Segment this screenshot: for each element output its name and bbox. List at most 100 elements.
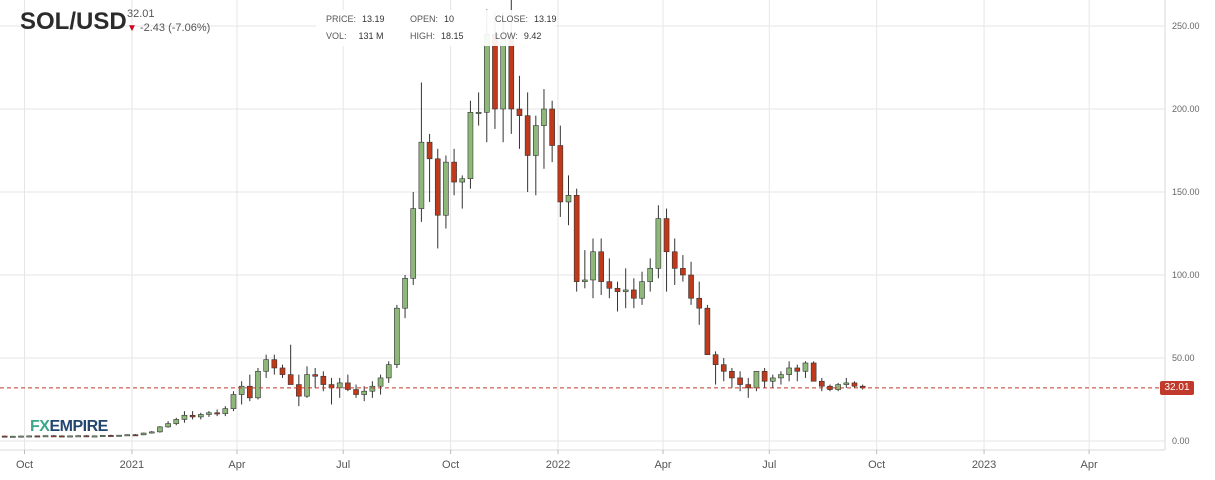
y-tick-label: 100.00 [1172, 270, 1200, 280]
price-value: 13.19 [362, 14, 385, 24]
candle [157, 426, 163, 433]
candle-body [443, 161, 449, 216]
candle [819, 377, 825, 392]
candle-body [680, 268, 686, 276]
y-tick-label: 200.00 [1172, 104, 1200, 114]
candle [720, 358, 727, 382]
x-tick-label: Oct [16, 459, 33, 471]
candle-body [712, 354, 719, 365]
candle [778, 371, 784, 385]
candle-body [345, 382, 351, 390]
candle-body [573, 195, 580, 282]
y-tick-label: 250.00 [1172, 21, 1200, 31]
candle [533, 115, 539, 196]
candle-body [729, 370, 735, 379]
candle-body [753, 370, 760, 389]
candle-body [287, 374, 294, 385]
candle-body [614, 287, 621, 292]
candle-body [410, 208, 417, 279]
candle [197, 412, 204, 420]
logo-part-fx: FX [30, 418, 50, 435]
candle-body [769, 377, 776, 382]
candle [345, 374, 351, 392]
ohlc-high: HIGH: 18.15 [410, 31, 464, 41]
candle [328, 377, 335, 405]
candle-body [59, 435, 65, 438]
candle-body [655, 218, 662, 269]
fxempire-logo: FXEMPIRE [30, 418, 108, 436]
candle [859, 384, 866, 390]
candle [688, 261, 694, 305]
candle-body [75, 435, 82, 438]
candle [230, 391, 237, 412]
candle-body [590, 251, 596, 281]
candle [704, 304, 711, 355]
candle-body [843, 382, 850, 385]
logo-part-empire: EMPIRE [49, 418, 108, 435]
candle-body [582, 279, 588, 282]
candle [565, 175, 572, 226]
candle-body [148, 431, 155, 434]
candle-body [851, 382, 858, 387]
candle [843, 377, 850, 388]
price-label: PRICE: [326, 14, 357, 24]
candle [10, 435, 16, 438]
candle-body [99, 435, 106, 437]
candle [124, 434, 131, 437]
candle-body [50, 435, 57, 438]
candle [671, 238, 678, 285]
candle [541, 89, 547, 169]
vol-value: 131 M [358, 31, 384, 41]
candle-body [312, 374, 318, 377]
candle-body [42, 435, 49, 438]
candle [189, 411, 196, 420]
candle [108, 434, 114, 437]
candle-body [132, 434, 139, 437]
candle [680, 255, 686, 282]
candle [802, 361, 809, 378]
y-axis: 0.00 50.00 100.00 150.00 200.00 250.00 [1172, 21, 1200, 446]
candle-body [451, 161, 457, 183]
candle [598, 238, 604, 295]
candle-body [377, 377, 384, 387]
chart-grid [0, 0, 1166, 451]
candle-body [631, 289, 637, 299]
ohlc-price: PRICE: 13.19 [326, 14, 385, 24]
candle-body [165, 423, 171, 428]
candle [549, 100, 555, 163]
candlesticks [1, 0, 866, 438]
candle [475, 92, 482, 126]
candle [116, 434, 122, 437]
x-axis: Oct 2021 Apr Jul Oct 2022 Apr Jul Oct 2023 Apr [16, 450, 1098, 471]
candle-body [810, 362, 817, 382]
candle-body [720, 364, 727, 372]
change-value: -2.43 (-7.06%) [139, 22, 211, 34]
candle-body [606, 281, 613, 289]
x-tick-label: 2022 [546, 459, 570, 471]
candle-body [761, 370, 768, 382]
candle-body [402, 278, 408, 309]
candle [451, 148, 457, 196]
candle-body [835, 384, 841, 390]
low-value: 9.42 [523, 31, 542, 41]
candle-body [426, 141, 433, 160]
candle-body [557, 145, 564, 203]
candle-body [802, 362, 809, 372]
candle-body [598, 251, 604, 282]
candle-body [794, 367, 801, 372]
candle [91, 435, 98, 438]
candle-body [786, 367, 792, 375]
candle-body [647, 268, 654, 282]
candle-body [296, 384, 302, 397]
ohlc-panel: PRICE: 13.19 OPEN: 10 CLOSE: 13.19 VOL: 131 … [316, 10, 557, 46]
candle [247, 374, 253, 402]
candle-body [508, 38, 515, 110]
candle [402, 275, 408, 319]
x-tick-label: 2023 [972, 459, 996, 471]
candle [173, 417, 180, 426]
candle-body [140, 432, 147, 436]
last-value: 32.01 [127, 8, 155, 20]
candle [745, 377, 752, 398]
candle [99, 435, 106, 437]
